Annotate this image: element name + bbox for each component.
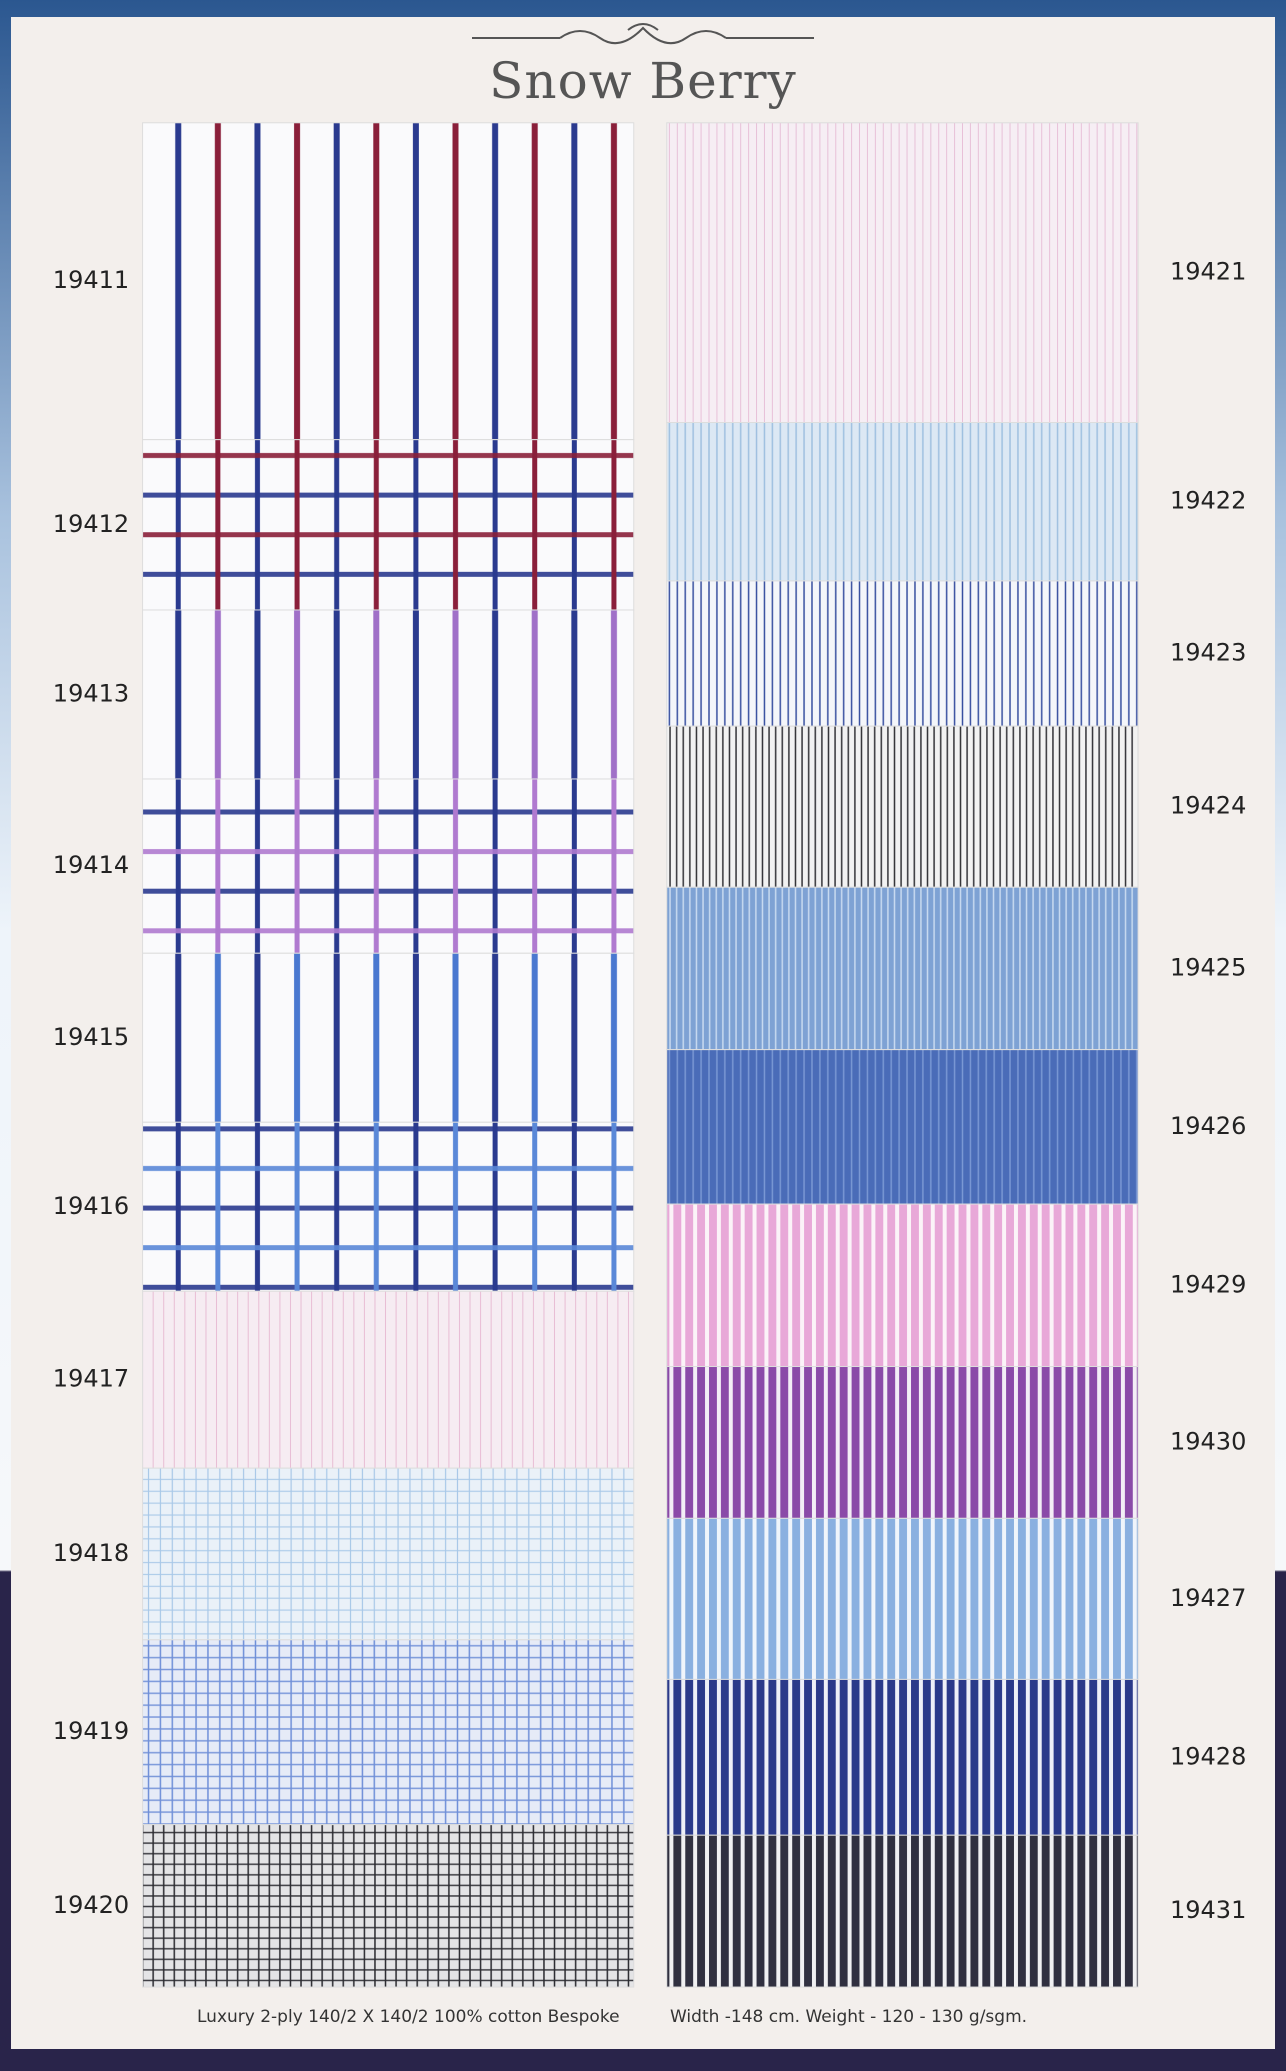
swatch-code: 19429 xyxy=(1170,1270,1246,1298)
fabric-swatch xyxy=(142,439,635,611)
footer-specs: Width -148 cm. Weight - 120 - 130 g/sgm. xyxy=(670,2007,1027,2027)
swatch-code: 19425 xyxy=(1170,953,1246,981)
fabric-swatch xyxy=(142,122,635,441)
swatch-code: 19419 xyxy=(53,1717,129,1745)
ornament xyxy=(472,23,814,45)
swatch-code: 19417 xyxy=(53,1365,129,1393)
swatch-code: 19422 xyxy=(1170,487,1246,515)
fabric-swatch xyxy=(666,421,1139,582)
swatch-code: 19431 xyxy=(1170,1896,1246,1924)
swatch-code: 19418 xyxy=(53,1539,129,1567)
swatch-code: 19416 xyxy=(53,1192,129,1220)
swatch-code: 19423 xyxy=(1170,639,1246,667)
fabric-swatch xyxy=(666,1517,1139,1680)
fabric-swatch xyxy=(666,1203,1139,1368)
fabric-swatch xyxy=(666,725,1139,888)
fabric-swatch xyxy=(666,580,1139,727)
fabric-swatch xyxy=(142,1467,635,1641)
swatch-code: 19415 xyxy=(53,1023,129,1051)
fabric-swatch xyxy=(666,1049,1139,1205)
swatch-code: 19424 xyxy=(1170,792,1246,820)
footer-composition: Luxury 2-ply 140/2 X 140/2 100% cotton B… xyxy=(197,2007,620,2027)
fabric-swatch xyxy=(666,1366,1139,1519)
fabric-swatch xyxy=(666,886,1139,1051)
swatch-code: 19412 xyxy=(53,510,129,538)
swatch-code: 19421 xyxy=(1170,258,1246,286)
fabric-swatch xyxy=(142,1290,635,1469)
title: Snow Berry xyxy=(489,52,797,110)
fabric-swatch xyxy=(142,952,635,1123)
swatch-code: 19430 xyxy=(1170,1427,1246,1455)
swatch-code: 19413 xyxy=(53,679,129,707)
swatch-code: 19414 xyxy=(53,851,129,879)
fabric-swatch xyxy=(142,1824,635,1988)
swatch-code: 19420 xyxy=(53,1891,129,1919)
swatch-code: 19426 xyxy=(1170,1112,1246,1140)
fabric-swatch xyxy=(666,122,1139,423)
swatch-code: 19411 xyxy=(53,266,129,294)
fabric-swatch xyxy=(666,1834,1139,1988)
fabric-swatch xyxy=(142,609,635,780)
fabric-swatch xyxy=(142,1639,635,1826)
swatch-code: 19428 xyxy=(1170,1742,1246,1770)
swatch-code: 19427 xyxy=(1170,1584,1246,1612)
fabric-swatch xyxy=(142,778,635,954)
fabric-swatch xyxy=(142,1121,635,1292)
fabric-swatch xyxy=(666,1678,1139,1836)
